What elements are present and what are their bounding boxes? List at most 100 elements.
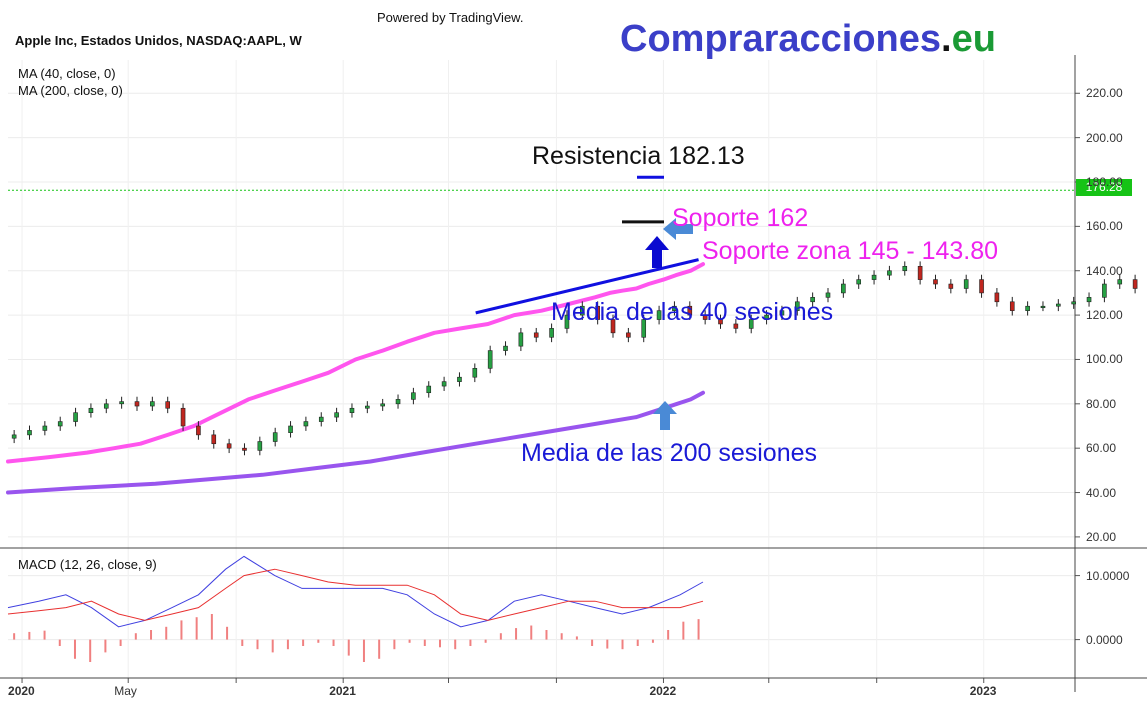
- brand-tld: eu: [951, 18, 996, 60]
- candle-body: [1132, 279, 1138, 289]
- candle-body: [42, 425, 48, 431]
- candle-body: [411, 392, 416, 400]
- resistance-annotation: Resistencia 182.13: [532, 142, 745, 170]
- candle-body: [948, 283, 954, 289]
- price-tick-label: 160.00: [1086, 219, 1123, 234]
- candle-body: [134, 401, 140, 407]
- candle-body: [626, 332, 631, 338]
- macd-tick-label: 10.0000: [1086, 568, 1130, 583]
- candle-body: [825, 292, 831, 298]
- candle-body: [810, 297, 815, 303]
- ma200-legend: MA (200, close, 0): [18, 83, 123, 98]
- candle-body: [226, 443, 232, 449]
- candle-body: [441, 381, 447, 387]
- candle-body: [1086, 297, 1092, 303]
- macd-layer: [7, 555, 704, 662]
- candle-body: [180, 407, 186, 427]
- candle-body: [365, 405, 370, 409]
- price-tick-label: 200.00: [1086, 130, 1123, 145]
- candle-body: [641, 319, 647, 338]
- price-tick-label: 100.00: [1086, 352, 1123, 367]
- arrows-layer: [645, 218, 693, 430]
- candle-body: [426, 385, 432, 394]
- chart-gridlines: [8, 60, 1075, 678]
- candle-body: [1040, 305, 1046, 309]
- candle-body: [395, 399, 401, 405]
- candle-body: [702, 314, 708, 320]
- price-tick-label: 40.00: [1086, 485, 1117, 500]
- candle-body: [1056, 303, 1061, 307]
- macd-legend: MACD (12, 26, close, 9): [18, 557, 157, 572]
- candle-body: [841, 283, 846, 294]
- candle-body: [11, 434, 17, 439]
- arrow-left-icon: [663, 218, 693, 240]
- ma200-annotation: Media de las 200 sesiones: [521, 439, 818, 467]
- candle-body: [748, 319, 754, 329]
- ma200-layer: [6, 390, 705, 495]
- candle-body: [457, 376, 462, 382]
- time-tick-label: 2023: [969, 684, 997, 698]
- candle-body: [349, 407, 355, 413]
- candle-body: [687, 305, 693, 316]
- candle-body: [871, 274, 877, 280]
- candle-body: [718, 319, 723, 325]
- chart-axes: [0, 55, 1147, 692]
- candle-body: [580, 305, 585, 316]
- candle-body: [595, 305, 600, 320]
- brand-dot: .: [941, 18, 952, 60]
- candle-body: [318, 416, 324, 422]
- time-tick-label: May: [114, 684, 137, 698]
- candle-body: [257, 441, 263, 451]
- candle-body: [103, 403, 109, 409]
- ma40-legend: MA (40, close, 0): [18, 66, 116, 81]
- candle-body: [1025, 305, 1030, 311]
- candle-body: [503, 345, 508, 351]
- last-price-tag: 176.28: [1076, 179, 1132, 196]
- candle-body: [779, 310, 785, 316]
- time-tick-label: 2022: [649, 684, 677, 698]
- macd-line: [7, 555, 704, 628]
- candle-body: [994, 292, 1000, 303]
- candle-body: [672, 305, 677, 311]
- candle-body: [57, 421, 63, 427]
- ma40-annotation: Media de las 40 sesiones: [551, 298, 834, 326]
- candle-body: [303, 421, 309, 427]
- candle-body: [1071, 301, 1076, 305]
- trend-line: [475, 258, 699, 315]
- ma40-line: [6, 262, 705, 464]
- candle-body: [150, 401, 155, 407]
- time-tick-label: 2020: [8, 684, 35, 698]
- arrow-up-ma200-icon: [653, 401, 677, 430]
- candle-body: [902, 265, 908, 272]
- candle-body: [610, 319, 616, 334]
- price-tick-label: 180.00: [1086, 175, 1123, 189]
- price-tick-label: 220.00: [1086, 86, 1123, 101]
- ma200-line: [6, 390, 705, 495]
- brand-logo: Compraracciones.eu: [620, 18, 996, 61]
- arrow-up-icon: [645, 236, 669, 268]
- candle-body: [472, 368, 478, 378]
- levels-layer: [8, 175, 1075, 315]
- candle-body: [272, 432, 278, 442]
- candles-layer: [11, 261, 1138, 456]
- candle-body: [764, 314, 769, 320]
- support-annotation: Soporte 162: [672, 204, 809, 232]
- symbol-title: Apple Inc, Estados Unidos, NASDAQ:AAPL, …: [15, 33, 302, 48]
- signal-line: [7, 568, 704, 621]
- powered-by-label: Powered by TradingView.: [377, 10, 524, 25]
- candle-body: [487, 350, 493, 369]
- candle-body: [119, 401, 124, 405]
- candle-body: [564, 314, 570, 329]
- support-zone-annotation: Soporte zona 145 - 143.80: [702, 237, 999, 265]
- candle-body: [288, 425, 293, 433]
- price-tick-label: 20.00: [1086, 529, 1117, 544]
- brand-name: Compraracciones: [620, 18, 942, 60]
- candle-body: [27, 430, 32, 436]
- candle-body: [1009, 301, 1015, 311]
- candle-body: [73, 412, 78, 422]
- candle-body: [380, 403, 385, 407]
- candle-body: [933, 279, 938, 285]
- candle-body: [656, 310, 662, 320]
- time-tick-label: 2021: [329, 684, 356, 698]
